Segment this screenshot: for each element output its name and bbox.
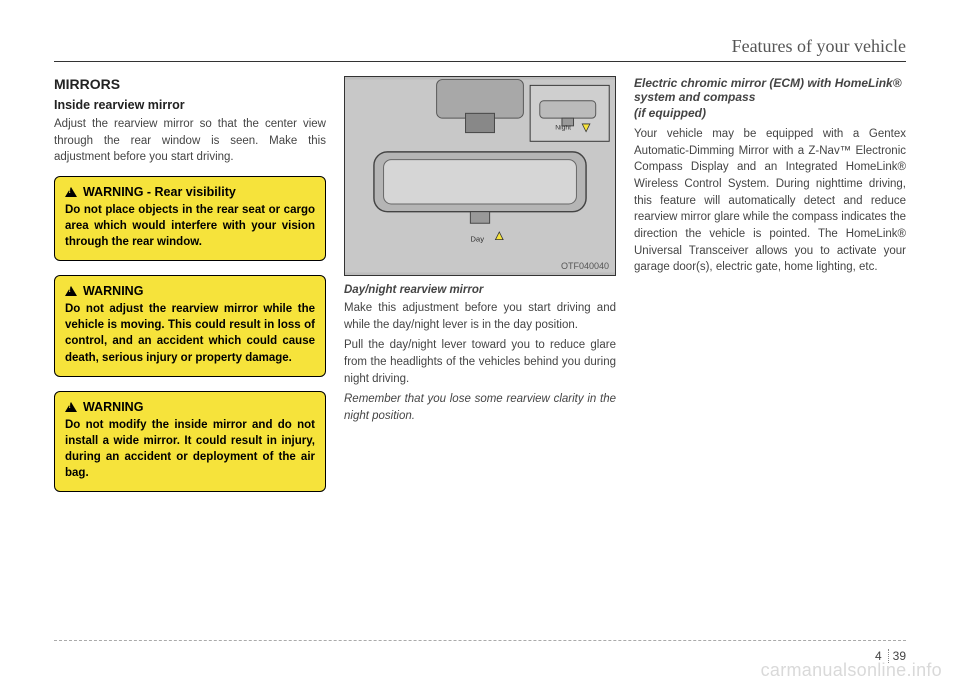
warning-title-2-text: WARNING: [83, 284, 143, 298]
inside-mirror-subhead: Inside rearview mirror: [54, 98, 326, 112]
footer-divider: [54, 640, 906, 641]
warning-title-1-text: WARNING - Rear visibility: [83, 185, 236, 199]
daynight-subhead: Day/night rearview mirror: [344, 284, 616, 296]
warning-title-2: WARNING: [65, 284, 315, 298]
warning-text-2: Do not adjust the rearview mirror while …: [65, 301, 315, 365]
daynight-p3: Remember that you lose some rearview cla…: [344, 391, 616, 424]
ecm-head-1: Electric chromic mirror (ECM) with HomeL…: [634, 76, 906, 104]
inside-mirror-text: Adjust the rearview mirror so that the c…: [54, 116, 326, 166]
warning-title-3: WARNING: [65, 400, 315, 414]
figure-code: OTF040040: [561, 261, 609, 271]
watermark: carmanualsonline.info: [761, 660, 942, 681]
warning-icon: [65, 187, 77, 197]
warning-icon: [65, 402, 77, 412]
column-left: MIRRORS Inside rearview mirror Adjust th…: [54, 76, 326, 506]
warning-rear-visibility: WARNING - Rear visibility Do not place o…: [54, 176, 326, 261]
warning-title-1: WARNING - Rear visibility: [65, 185, 315, 199]
content-columns: MIRRORS Inside rearview mirror Adjust th…: [54, 76, 906, 506]
warning-moving: WARNING Do not adjust the rearview mirro…: [54, 275, 326, 376]
warning-text-1: Do not place objects in the rear seat or…: [65, 202, 315, 250]
page: Features of your vehicle MIRRORS Inside …: [0, 0, 960, 506]
daynight-p2: Pull the day/night lever toward you to r…: [344, 337, 616, 387]
night-label: Night: [555, 125, 571, 132]
mirrors-heading: MIRRORS: [54, 76, 326, 92]
column-right: Electric chromic mirror (ECM) with HomeL…: [634, 76, 906, 506]
warning-icon: [65, 286, 77, 296]
column-center: Night Day OTF040040 Day/night rearview m…: [344, 76, 616, 506]
page-header: Features of your vehicle: [54, 36, 906, 62]
warning-text-3: Do not modify the inside mirror and do n…: [65, 417, 315, 481]
ecm-body: Your vehicle may be equipped with a Gent…: [634, 126, 906, 276]
mirror-figure: Night Day OTF040040: [344, 76, 616, 276]
day-label: Day: [470, 235, 484, 244]
warning-title-3-text: WARNING: [83, 400, 143, 414]
daynight-p1: Make this adjustment before you start dr…: [344, 300, 616, 333]
ecm-head-2: (if equipped): [634, 106, 906, 120]
warning-modify: WARNING Do not modify the inside mirror …: [54, 391, 326, 492]
section-title: Features of your vehicle: [732, 36, 906, 56]
mirror-illustration: Night Day: [345, 77, 615, 275]
